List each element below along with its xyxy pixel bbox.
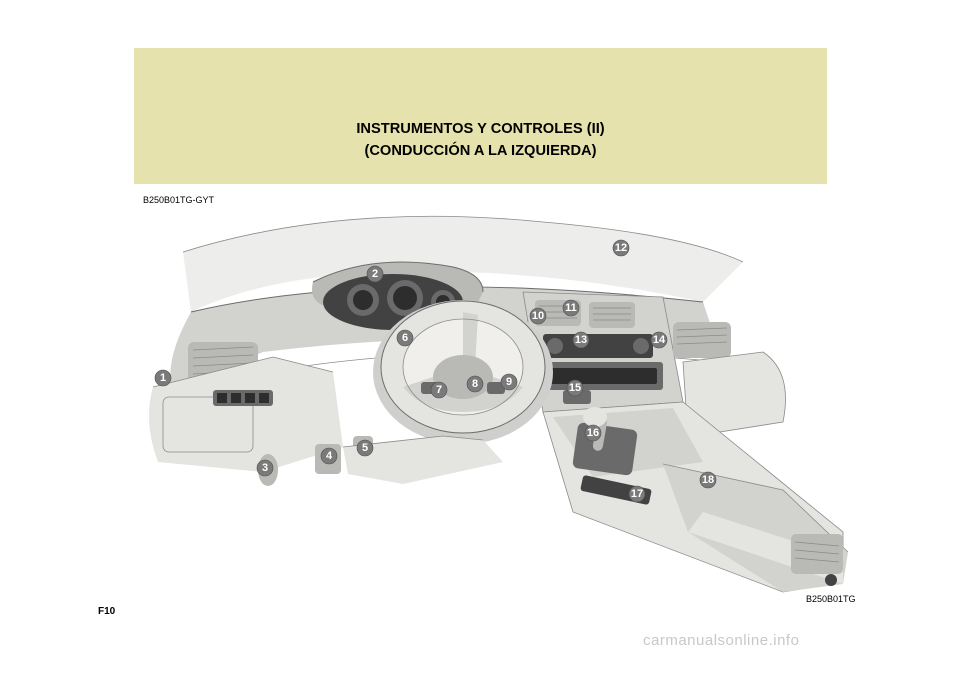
callout-label-8: 8: [472, 378, 478, 390]
callout-label-7: 7: [436, 384, 442, 396]
figure-code-top: B250B01TG-GYT: [143, 195, 214, 205]
callout-label-3: 3: [262, 462, 268, 474]
watermark: carmanualsonline.info: [643, 632, 799, 649]
manual-page: INSTRUMENTOS Y CONTROLES (II) (CONDUCCIÓ…: [0, 0, 960, 678]
callout-label-14: 14: [653, 334, 666, 346]
callout-label-18: 18: [702, 474, 714, 486]
callout-label-2: 2: [372, 268, 378, 280]
title-panel: INSTRUMENTOS Y CONTROLES (II) (CONDUCCIÓ…: [134, 48, 827, 184]
callout-label-6: 6: [402, 332, 408, 344]
callout-label-17: 17: [631, 488, 643, 500]
callout-label-4: 4: [326, 450, 333, 462]
callout-label-16: 16: [587, 427, 599, 439]
dashboard-illustration: 123456789101112131415161718: [143, 212, 859, 594]
callout-label-9: 9: [506, 376, 512, 388]
callout-label-13: 13: [575, 334, 587, 346]
dashboard-svg: 123456789101112131415161718: [143, 212, 859, 594]
callout-label-5: 5: [362, 442, 368, 454]
figure-code-bottom: B250B01TG: [806, 594, 856, 604]
callout-label-11: 11: [565, 302, 577, 314]
callout-label-10: 10: [532, 310, 544, 322]
page-number: F10: [98, 606, 115, 617]
title-line-2: (CONDUCCIÓN A LA IZQUIERDA): [134, 140, 827, 162]
callout-label-12: 12: [615, 242, 627, 254]
callout-label-15: 15: [569, 382, 581, 394]
callout-label-1: 1: [160, 372, 166, 384]
title-line-1: INSTRUMENTOS Y CONTROLES (II): [134, 118, 827, 140]
